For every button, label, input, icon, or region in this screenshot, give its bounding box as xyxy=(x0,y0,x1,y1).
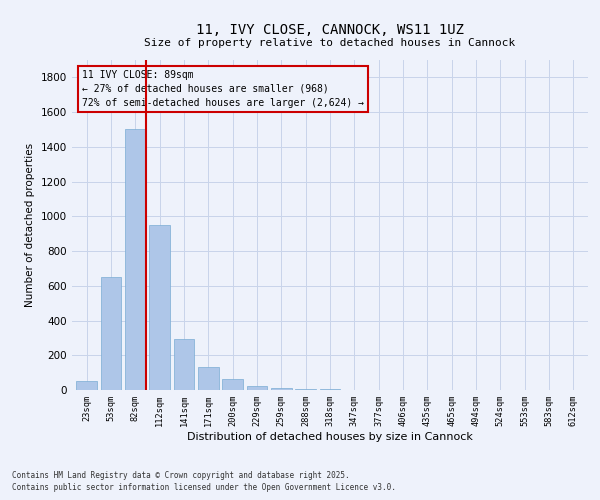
Text: Size of property relative to detached houses in Cannock: Size of property relative to detached ho… xyxy=(145,38,515,48)
Bar xyxy=(76,382,97,390)
Y-axis label: Number of detached properties: Number of detached properties xyxy=(25,143,35,307)
Bar xyxy=(271,388,292,390)
Bar xyxy=(295,389,316,390)
Text: Contains public sector information licensed under the Open Government Licence v3: Contains public sector information licen… xyxy=(12,484,396,492)
Text: 11 IVY CLOSE: 89sqm
← 27% of detached houses are smaller (968)
72% of semi-detac: 11 IVY CLOSE: 89sqm ← 27% of detached ho… xyxy=(82,70,364,108)
Bar xyxy=(149,225,170,390)
Text: 11, IVY CLOSE, CANNOCK, WS11 1UZ: 11, IVY CLOSE, CANNOCK, WS11 1UZ xyxy=(196,22,464,36)
Bar xyxy=(222,378,243,390)
Bar xyxy=(173,339,194,390)
Bar xyxy=(101,277,121,390)
X-axis label: Distribution of detached houses by size in Cannock: Distribution of detached houses by size … xyxy=(187,432,473,442)
Bar xyxy=(198,366,218,390)
Bar xyxy=(125,130,146,390)
Text: Contains HM Land Registry data © Crown copyright and database right 2025.: Contains HM Land Registry data © Crown c… xyxy=(12,471,350,480)
Bar xyxy=(247,386,268,390)
